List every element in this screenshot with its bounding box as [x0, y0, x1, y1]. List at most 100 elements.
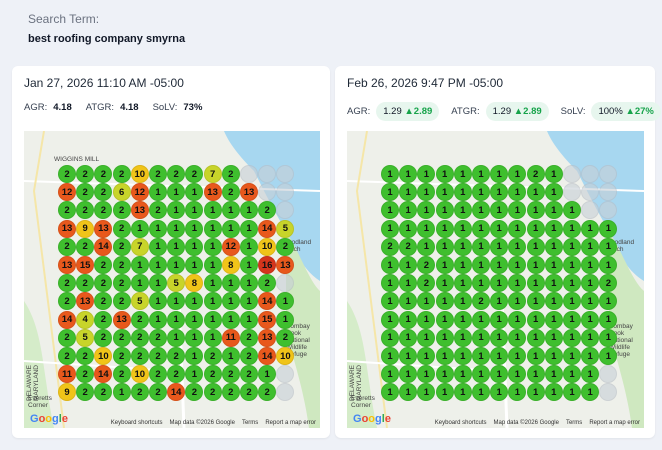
rank-pin[interactable]: 12 [221, 237, 240, 256]
rank-pin[interactable]: 13 [203, 183, 222, 202]
rank-pin[interactable]: 1 [221, 274, 240, 293]
rank-pin[interactable]: 1 [185, 183, 204, 202]
rank-pin[interactable]: 1 [526, 328, 545, 347]
rank-pin[interactable]: 2 [112, 256, 131, 274]
rank-pin[interactable]: 1 [526, 383, 545, 402]
rank-pin[interactable]: 1 [417, 328, 436, 347]
rank-pin[interactable]: 2 [130, 310, 149, 329]
rank-pin[interactable]: 1 [417, 201, 436, 220]
rank-pin[interactable]: 13 [58, 256, 76, 274]
rank-pin[interactable]: 1 [490, 365, 509, 384]
rank-pin[interactable] [599, 365, 618, 384]
rank-pin[interactable] [276, 183, 295, 202]
rank-pin[interactable]: 1 [399, 219, 418, 238]
rank-pin[interactable]: 1 [563, 328, 581, 347]
rank-pin[interactable]: 1 [490, 219, 509, 238]
rank-pin[interactable]: 9 [76, 219, 95, 238]
rank-pin[interactable]: 2 [94, 165, 113, 183]
rank-pin[interactable]: 1 [599, 328, 618, 347]
rank-pin[interactable]: 1 [453, 201, 472, 220]
rank-pin[interactable]: 1 [453, 310, 472, 329]
rank-pin[interactable]: 10 [276, 347, 295, 365]
rank-pin[interactable]: 1 [130, 274, 149, 293]
rank-pin[interactable]: 1 [221, 292, 240, 311]
rank-pin[interactable]: 1 [167, 201, 186, 220]
rank-pin[interactable]: 2 [276, 237, 295, 256]
rank-pin[interactable]: 5 [167, 274, 186, 293]
report-error-link[interactable]: Report a map error [589, 420, 640, 426]
rank-pin[interactable]: 2 [76, 383, 95, 402]
rank-pin[interactable]: 1 [381, 328, 399, 347]
rank-pin[interactable]: 13 [130, 201, 149, 220]
rank-pin[interactable]: 1 [240, 219, 258, 238]
rank-pin[interactable]: 2 [112, 328, 131, 347]
rank-pin[interactable]: 1 [149, 310, 167, 329]
rank-pin[interactable]: 1 [508, 165, 527, 183]
rank-pin[interactable]: 1 [185, 201, 204, 220]
rank-pin[interactable]: 1 [276, 310, 295, 329]
rank-pin[interactable]: 10 [130, 165, 149, 183]
rank-pin[interactable]: 1 [399, 183, 418, 202]
rank-pin[interactable]: 1 [185, 365, 204, 384]
rank-pin[interactable]: 1 [167, 219, 186, 238]
rank-pin[interactable]: 2 [130, 328, 149, 347]
rank-pin[interactable]: 2 [76, 165, 95, 183]
rank-pin[interactable]: 1 [508, 219, 527, 238]
rank-pin[interactable]: 1 [472, 347, 490, 365]
rank-pin[interactable]: 1 [149, 237, 167, 256]
rank-pin[interactable]: 1 [581, 219, 600, 238]
rank-pin[interactable]: 2 [203, 347, 222, 365]
rank-pin[interactable]: 1 [185, 328, 204, 347]
rank-pin[interactable]: 1 [381, 165, 399, 183]
rank-pin[interactable]: 1 [526, 183, 545, 202]
rank-pin[interactable]: 1 [472, 219, 490, 238]
rank-pin[interactable]: 1 [258, 365, 277, 384]
rank-pin[interactable]: 1 [399, 310, 418, 329]
rank-pin[interactable]: 1 [544, 256, 563, 274]
rank-pin[interactable]: 1 [435, 237, 454, 256]
rank-pin[interactable]: 1 [581, 274, 600, 293]
rank-pin[interactable]: 15 [258, 310, 277, 329]
rank-pin[interactable]: 1 [490, 292, 509, 311]
rank-pin[interactable]: 1 [563, 219, 581, 238]
rank-pin[interactable]: 7 [203, 165, 222, 183]
rank-pin[interactable]: 1 [185, 256, 204, 274]
rank-pin[interactable] [563, 183, 581, 202]
rank-pin[interactable]: 2 [167, 347, 186, 365]
rank-pin[interactable]: 1 [544, 365, 563, 384]
rank-pin[interactable]: 1 [240, 201, 258, 220]
rank-pin[interactable]: 2 [417, 274, 436, 293]
rank-pin[interactable]: 1 [381, 347, 399, 365]
rank-pin[interactable]: 2 [112, 237, 131, 256]
rank-pin[interactable]: 1 [240, 237, 258, 256]
rank-pin[interactable] [599, 165, 618, 183]
rank-pin[interactable] [276, 274, 295, 293]
rank-pin[interactable]: 2 [76, 183, 95, 202]
rank-pin[interactable]: 1 [381, 256, 399, 274]
rank-pin[interactable]: 12 [58, 183, 76, 202]
rank-pin[interactable]: 2 [167, 365, 186, 384]
rank-pin[interactable]: 1 [221, 219, 240, 238]
rank-pin[interactable]: 1 [526, 237, 545, 256]
rank-pin[interactable]: 2 [149, 383, 167, 402]
rank-pin[interactable]: 1 [453, 237, 472, 256]
rank-pin[interactable]: 1 [435, 256, 454, 274]
rank-pin[interactable]: 1 [381, 365, 399, 384]
rank-pin[interactable]: 13 [94, 219, 113, 238]
rank-pin[interactable]: 1 [581, 365, 600, 384]
rank-pin[interactable]: 1 [185, 237, 204, 256]
rank-pin[interactable] [563, 165, 581, 183]
rank-pin[interactable]: 2 [112, 219, 131, 238]
rank-pin[interactable]: 1 [167, 237, 186, 256]
rank-pin[interactable]: 1 [185, 292, 204, 311]
rank-pin[interactable]: 1 [453, 274, 472, 293]
rank-pin[interactable]: 1 [563, 310, 581, 329]
rank-pin[interactable]: 1 [508, 310, 527, 329]
rank-pin[interactable] [276, 201, 295, 220]
rank-pin[interactable]: 2 [185, 383, 204, 402]
rank-pin[interactable]: 2 [185, 165, 204, 183]
rank-pin[interactable]: 2 [58, 347, 76, 365]
rank-pin[interactable]: 1 [240, 310, 258, 329]
rank-pin[interactable]: 1 [203, 219, 222, 238]
rank-pin[interactable]: 1 [544, 219, 563, 238]
